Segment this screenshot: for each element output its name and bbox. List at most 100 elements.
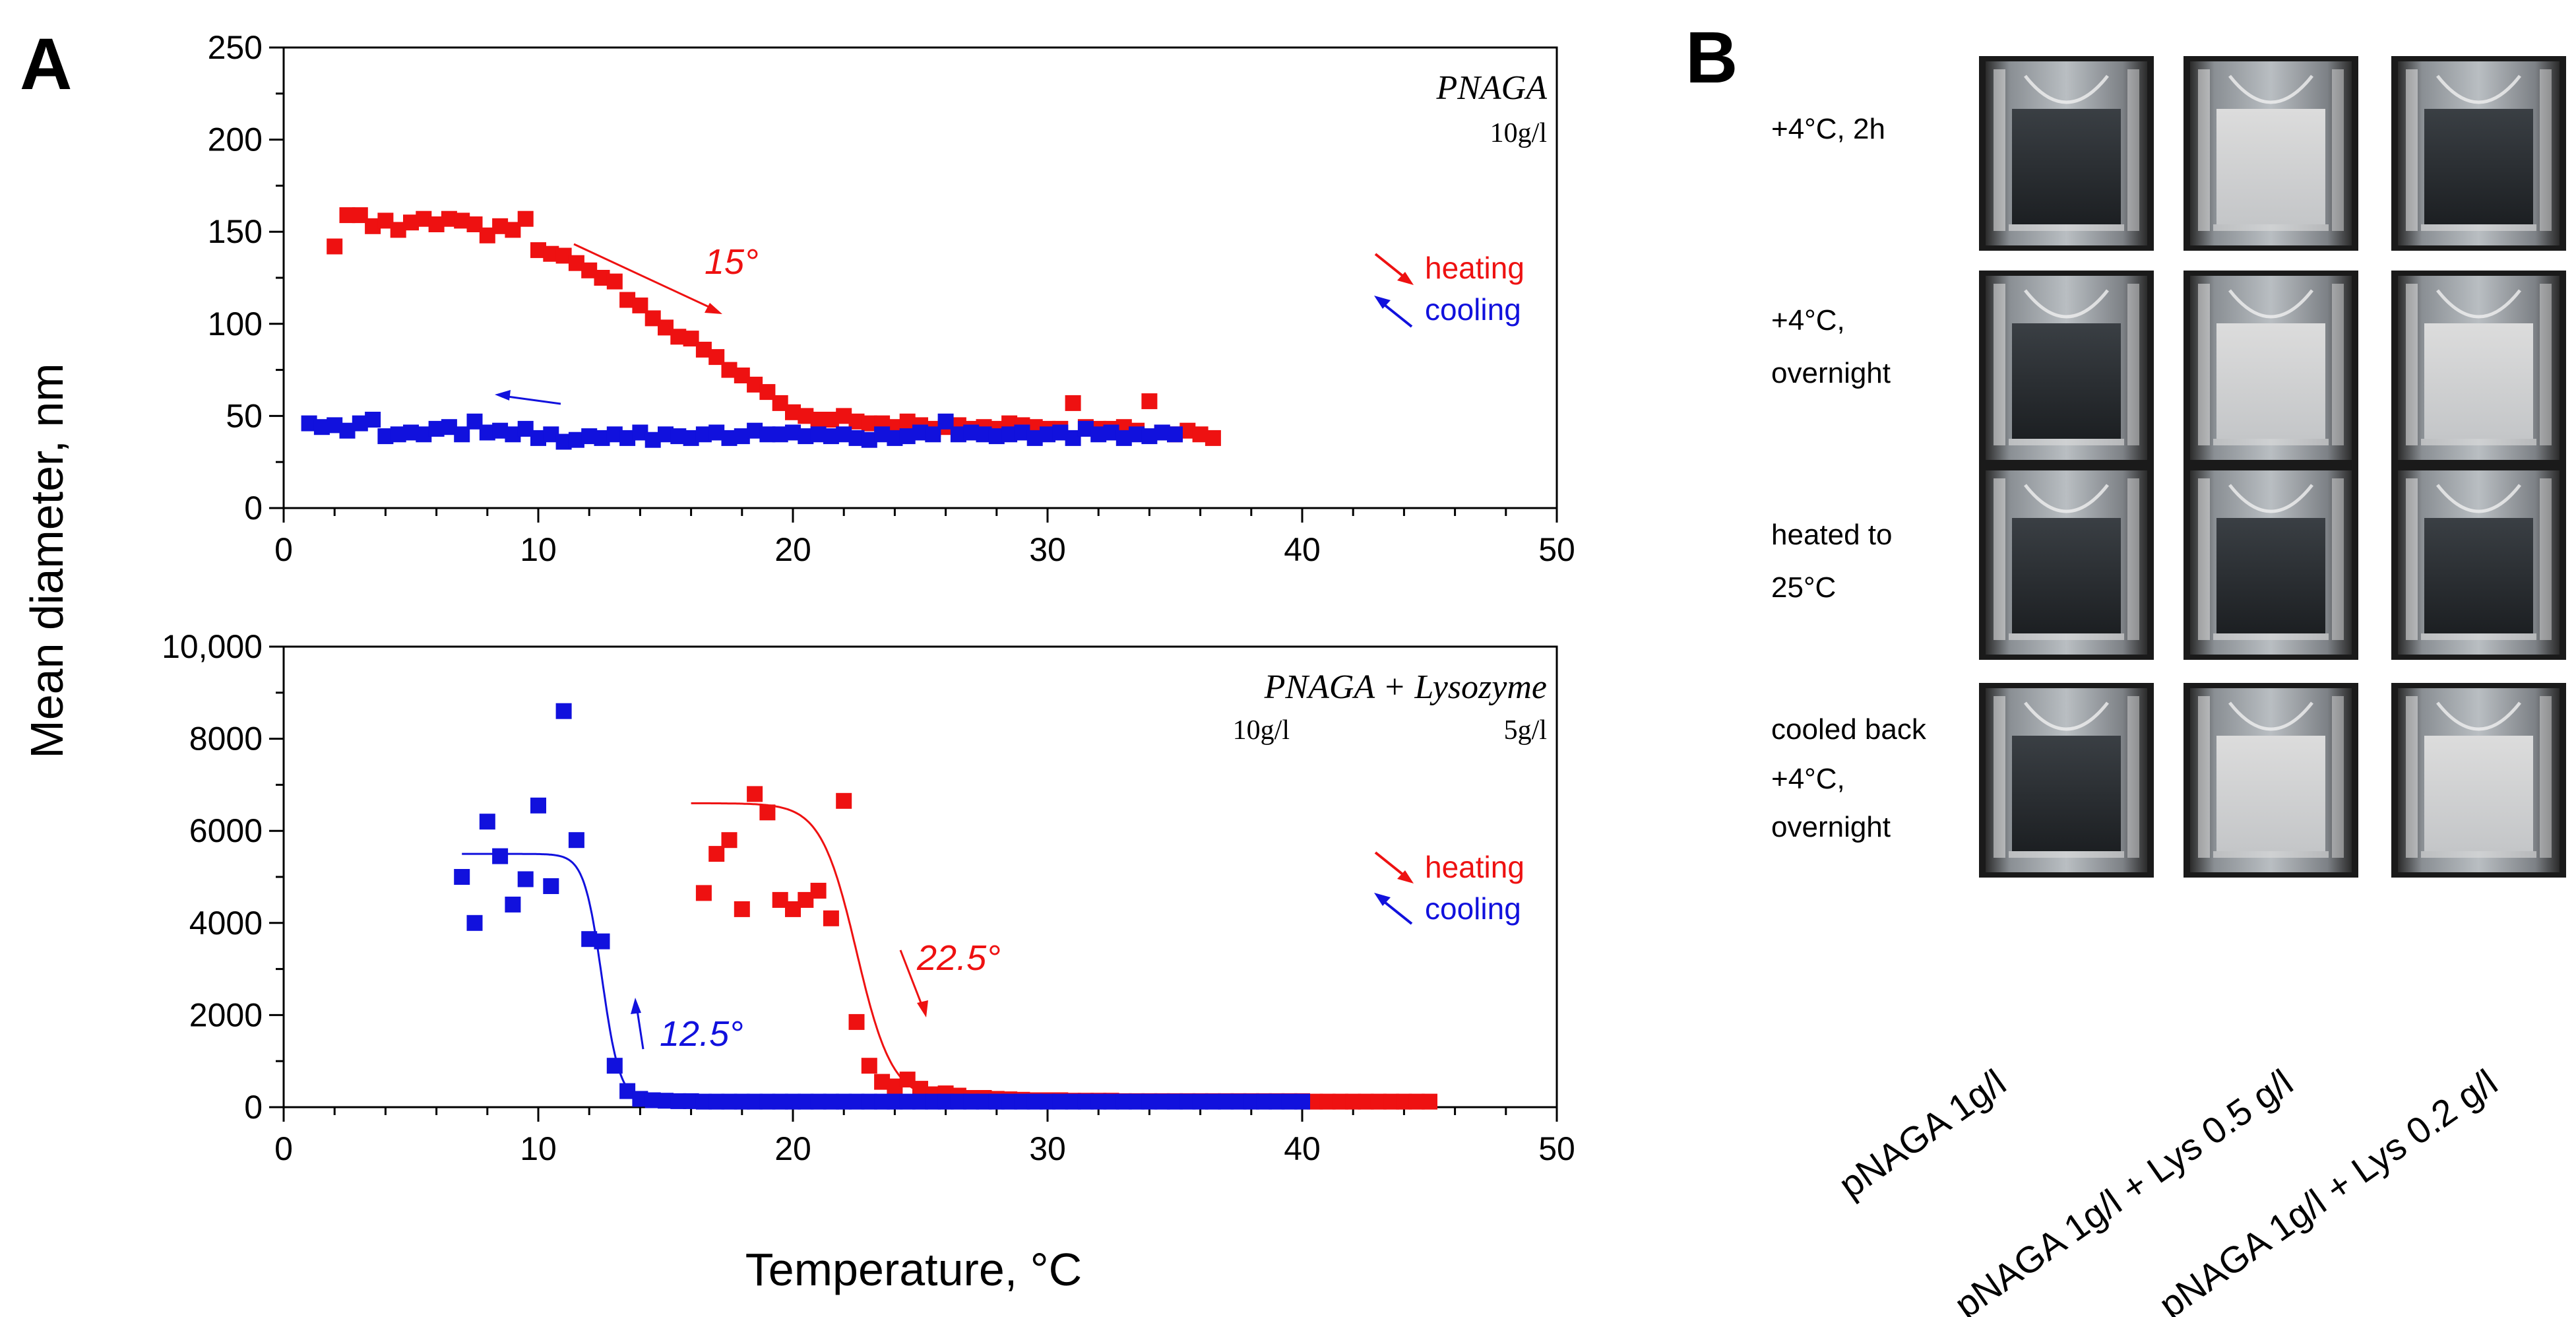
sample-label-bottom: PNAGA + Lysozyme xyxy=(1264,668,1547,706)
y-tick-label: 4000 xyxy=(189,905,263,942)
y-tick-label: 2000 xyxy=(189,996,263,1033)
y-axis-title: Mean diameter, nm xyxy=(21,363,73,758)
cooling-point xyxy=(568,832,584,849)
heating-point xyxy=(1205,430,1221,446)
heating-transition-arrowhead-bottom xyxy=(917,1000,928,1017)
heating-point xyxy=(810,882,827,899)
cuvette-photo xyxy=(2183,683,2358,878)
heating-point xyxy=(823,910,839,926)
y-tick-label: 50 xyxy=(226,397,263,434)
transition-arrows-top: 15° xyxy=(495,242,759,405)
cooling-point xyxy=(517,871,534,887)
heating-point xyxy=(861,1058,877,1074)
condition-label: cooled back +4°C, overnight xyxy=(1771,713,1927,843)
x-axis-title: Temperature, °C xyxy=(745,1244,1082,1295)
heating-point xyxy=(734,901,750,917)
cooling-point xyxy=(543,878,559,894)
condition-label: heated to 25°C xyxy=(1771,519,1893,604)
cuvette-photo xyxy=(2391,271,2566,465)
heating-transition-arrow xyxy=(573,243,716,311)
photo-grid: +4°C, 2h +4°C, overnight heated to 25°C coole… xyxy=(1771,56,2566,1317)
conc-label-top: 10g/l xyxy=(1490,118,1547,148)
heating-point xyxy=(759,804,776,821)
annotation-15deg: 15° xyxy=(705,242,759,282)
cuvette-photo xyxy=(2391,465,2566,660)
cooling-fit-curve xyxy=(462,852,1302,1103)
x-tick-label: 30 xyxy=(1029,1130,1066,1167)
cooling-point xyxy=(1294,1093,1310,1110)
heating-point xyxy=(1422,1093,1437,1110)
x-tick-label: 10 xyxy=(520,1130,557,1167)
legend-cooling-arrowhead-bottom xyxy=(1374,893,1391,906)
annotation-22-5deg: 22.5° xyxy=(916,938,1001,978)
x-tick-label: 20 xyxy=(774,1130,811,1167)
heating-point xyxy=(683,331,699,347)
legend-cooling-arrowhead xyxy=(1374,296,1391,309)
cooling-point xyxy=(594,933,610,949)
heating-transition-arrow-bottom xyxy=(899,949,925,1010)
cuvette-photo xyxy=(2183,271,2358,465)
legend-heating-label: heating xyxy=(1425,251,1524,285)
chart-top: PNAGA 10g/l 0 10 20 30 40 50 0 50 100 150 200 250 h… xyxy=(208,29,1575,568)
heating-point xyxy=(517,210,534,227)
condition-label: +4°C, 2h xyxy=(1771,113,1885,145)
y-tick-label: 0 xyxy=(244,1089,263,1126)
x-tick-label: 50 xyxy=(1538,1130,1575,1167)
x-tick-label: 40 xyxy=(1284,1130,1321,1167)
heating-point xyxy=(1065,395,1081,411)
cooling-transition-arrow-bottom xyxy=(635,1006,644,1050)
heating-point xyxy=(1141,393,1158,410)
heating-point xyxy=(708,846,725,862)
cuvette-photo xyxy=(1979,683,2154,878)
legend-cooling-label: cooling xyxy=(1425,292,1521,327)
cuvette-photo xyxy=(1979,56,2154,251)
x-tick-label: 0 xyxy=(274,531,293,568)
x-tick-label: 0 xyxy=(274,1130,293,1167)
x-tick-label: 40 xyxy=(1284,531,1321,568)
condition-label: +4°C, overnight xyxy=(1771,304,1891,389)
x-tick-label: 10 xyxy=(520,531,557,568)
conc-label-polymer: 10g/l xyxy=(1233,715,1290,746)
column-label: pNAGA 1g/l xyxy=(1831,1061,2013,1205)
legend-heating-arrowhead xyxy=(1397,272,1414,285)
legend-top: heating cooling xyxy=(1374,251,1524,328)
heating-point xyxy=(848,1013,865,1030)
cooling-point xyxy=(479,814,495,830)
cuvette-photo xyxy=(2391,683,2566,878)
cuvette-photo xyxy=(2183,465,2358,660)
conc-label-lysozyme: 5g/l xyxy=(1504,715,1547,746)
heating-point xyxy=(747,786,763,802)
legend-heating-arrowhead-bottom xyxy=(1397,870,1414,883)
transition-arrows-bottom: 22.5° 12.5° xyxy=(631,938,1001,1054)
legend-bottom: heating cooling xyxy=(1374,850,1524,926)
y-tick-label: 8000 xyxy=(189,721,263,757)
cooling-direction-arrowhead xyxy=(495,390,511,401)
y-tick-label: 250 xyxy=(208,29,263,66)
y-tick-label: 0 xyxy=(244,490,263,527)
legend-heating-label-bottom: heating xyxy=(1425,850,1524,884)
cuvette-photo xyxy=(2183,56,2358,251)
cooling-point xyxy=(365,412,381,428)
cooling-direction-arrow xyxy=(502,395,561,405)
annotation-12-5deg: 12.5° xyxy=(660,1014,743,1054)
y-tick-label: 6000 xyxy=(189,812,263,849)
chart-bottom: PNAGA + Lysozyme 10g/l 5g/l 0 10 20 30 40 50 0… xyxy=(162,628,1575,1167)
heating-point xyxy=(836,792,852,809)
heating-point xyxy=(606,273,623,290)
cooling-point xyxy=(555,703,572,719)
heating-transition-arrowhead xyxy=(705,303,722,314)
cuvette-photo xyxy=(1979,465,2154,660)
x-tick-label: 50 xyxy=(1538,531,1575,568)
heating-point xyxy=(695,885,712,901)
legend-cooling-label-bottom: cooling xyxy=(1425,891,1521,926)
y-tick-label: 150 xyxy=(208,213,263,250)
cuvette-photo xyxy=(1979,271,2154,465)
y-tick-label: 10,000 xyxy=(162,628,263,665)
cuvette-photo xyxy=(2391,56,2566,251)
cooling-point xyxy=(492,848,509,864)
plot-frame-bottom xyxy=(282,645,1558,1108)
x-tick-label: 30 xyxy=(1029,531,1066,568)
panel-a-label: A xyxy=(20,24,72,105)
cooling-point xyxy=(454,869,470,885)
